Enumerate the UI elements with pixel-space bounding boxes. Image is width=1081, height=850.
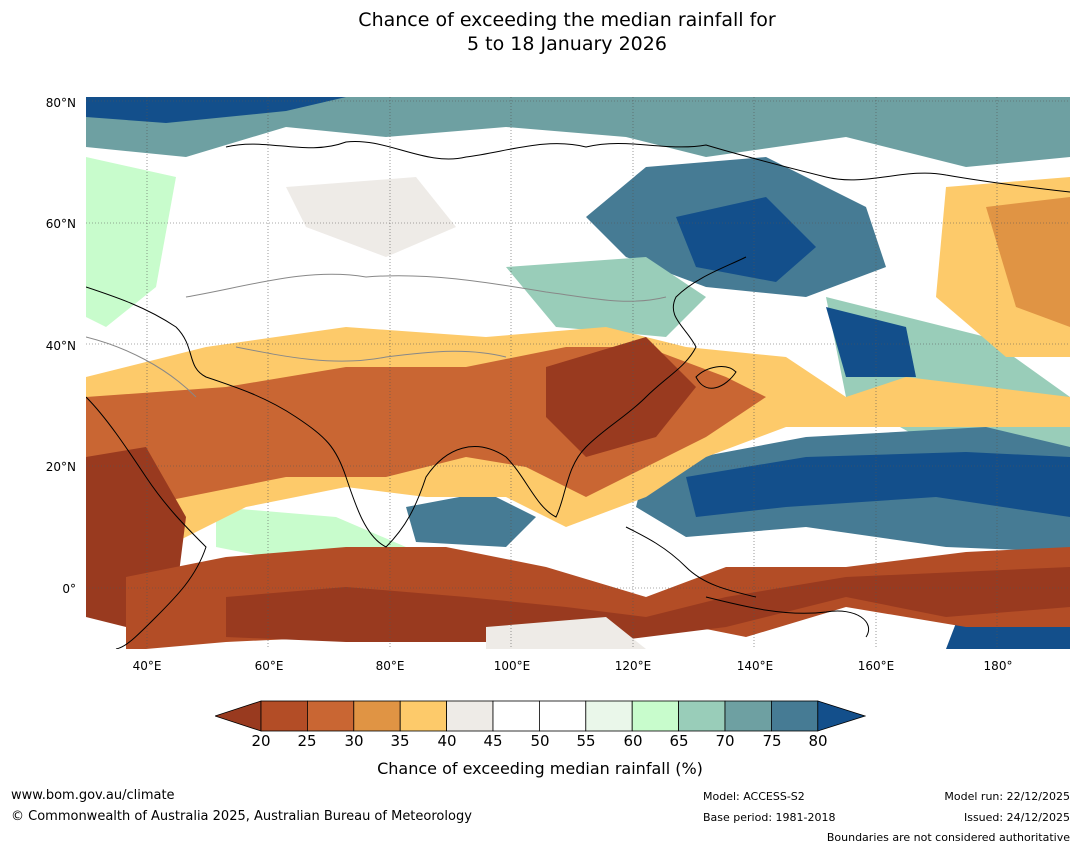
colorbar-tick-40: 40 (437, 732, 457, 750)
model-run-info: Model run: 22/12/2025 (944, 790, 1070, 803)
copyright-notice: © Commonwealth of Australia 2025, Austra… (11, 809, 472, 824)
colorbar-bin-40-45 (446, 700, 494, 732)
lon-label-100e: 100°E (493, 659, 531, 673)
field-yellow-central (286, 177, 456, 257)
base-period-info: Base period: 1981-2018 (703, 811, 836, 824)
colorbar-extend-high (817, 700, 866, 732)
lon-label-80e: 80°E (375, 659, 405, 673)
lon-label-120e: 120°E (614, 659, 652, 673)
field-pacific-core (686, 452, 1070, 517)
colorbar-tick-70: 70 (715, 732, 735, 750)
field-arctic-high (86, 97, 1070, 167)
field-siberia-core (676, 197, 816, 282)
colorbar-bin-35-40 (399, 700, 447, 732)
colorbar-title: Chance of exceeding median rainfall (%) (377, 759, 703, 778)
colorbar-bin-65-70 (678, 700, 726, 732)
colorbar (215, 700, 866, 732)
colorbar-bin-20-25 (260, 700, 308, 732)
lat-label-20n: 20°N (45, 460, 76, 474)
colorbar-tick-65: 65 (669, 732, 689, 750)
colorbar-tick-50: 50 (530, 732, 550, 750)
colorbar-tick-20: 20 (251, 732, 271, 750)
coastlines (86, 140, 1070, 649)
map-title: Chance of exceeding the median rainfall … (0, 8, 1081, 56)
colorbar-bin-25-30 (307, 700, 355, 732)
country-boundaries (86, 273, 667, 398)
colorbar-tick-30: 30 (344, 732, 364, 750)
probability-fields (86, 97, 1070, 649)
colorbar-tick-80: 80 (808, 732, 828, 750)
field-arctic-top (86, 97, 346, 123)
lon-label-60e: 60°E (254, 659, 284, 673)
colorbar-bin-55-60 (585, 700, 633, 732)
title-line-1: Chance of exceeding the median rainfall … (358, 9, 776, 31)
lon-label-160e: 160°E (857, 659, 895, 673)
colorbar-bin-45-50 (492, 700, 540, 732)
colorbar-tick-45: 45 (483, 732, 503, 750)
colorbar-tick-55: 55 (576, 732, 596, 750)
colorbar-tick-60: 60 (623, 732, 643, 750)
field-indian-blue (406, 492, 536, 547)
field-equator-core (226, 567, 1070, 642)
lat-label-60n: 60°N (45, 217, 76, 231)
field-orange-kamchatka (986, 197, 1070, 327)
website-link[interactable]: www.bom.gov.au/climate (11, 788, 175, 803)
lon-label-40e: 40°E (132, 659, 162, 673)
model-info: Model: ACCESS-S2 (703, 790, 805, 803)
boundaries-disclaimer: Boundaries are not considered authoritat… (826, 831, 1070, 844)
lon-label-140e: 140°E (736, 659, 774, 673)
lat-label-80n: 80°N (45, 96, 76, 110)
colorbar-bin-50-55 (538, 700, 587, 732)
colorbar-bin-60-65 (631, 700, 680, 732)
lat-label-40n: 40°N (45, 339, 76, 353)
graticule (86, 97, 1070, 649)
colorbar-tick-35: 35 (390, 732, 410, 750)
field-green-west (86, 157, 176, 327)
colorbar-bin-70-75 (724, 700, 772, 732)
issued-info: Issued: 24/12/2025 (963, 811, 1070, 824)
colorbar-tick-25: 25 (297, 732, 317, 750)
field-white-south (486, 617, 646, 649)
colorbar-bin-30-35 (353, 700, 401, 732)
colorbar-extend-low (215, 700, 262, 732)
rainfall-map (86, 97, 1070, 649)
lat-label-0: 0° (62, 582, 76, 596)
title-line-2: 5 to 18 January 2026 (467, 33, 667, 55)
field-pacific-blue (826, 307, 916, 377)
field-china-brown (546, 337, 696, 457)
field-green-mid (506, 257, 706, 337)
colorbar-bin-75-80 (771, 700, 819, 732)
lon-label-180: 180° (983, 659, 1013, 673)
colorbar-tick-75: 75 (762, 732, 782, 750)
rainfall-map-canvas (86, 97, 1070, 649)
